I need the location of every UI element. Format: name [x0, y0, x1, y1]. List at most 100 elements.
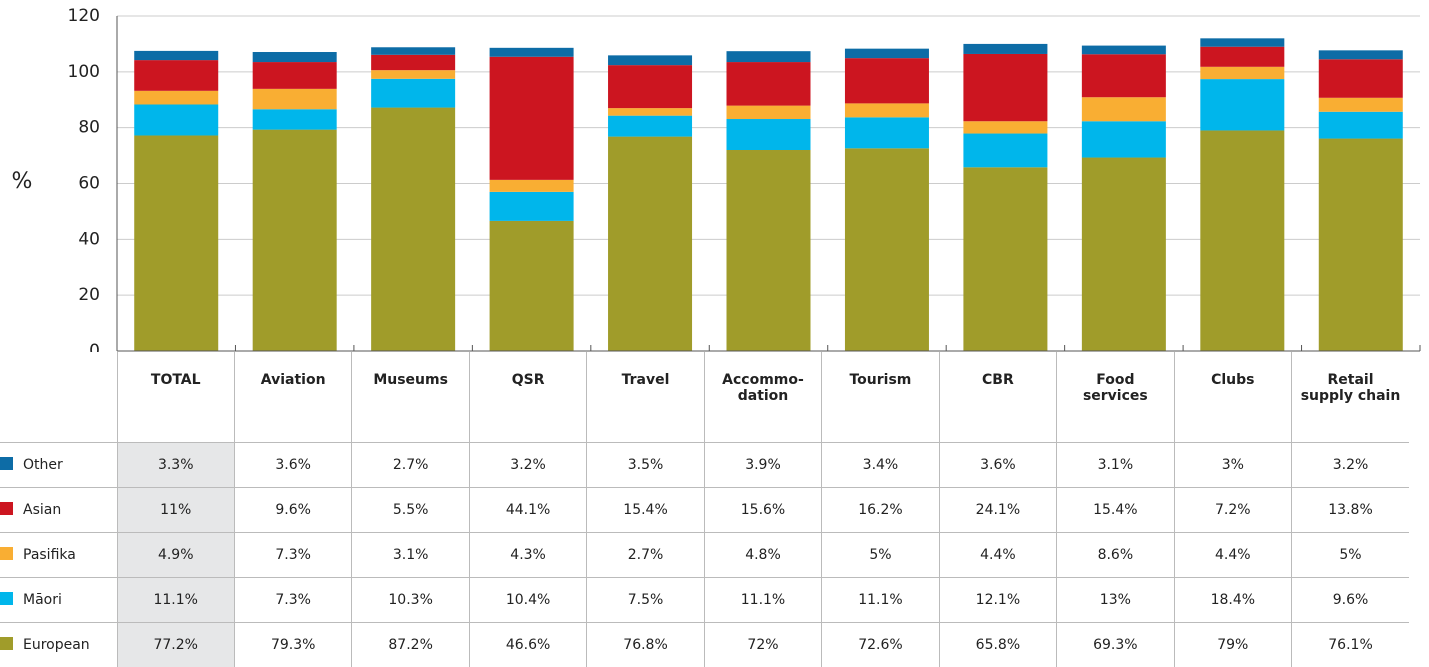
- bar-segment: [252, 62, 337, 89]
- bar-segment: [844, 103, 929, 118]
- bar-segment: [371, 78, 456, 108]
- bar-segment: [1318, 111, 1403, 139]
- series-row: Other 3.3% 3.6% 2.7% 3.2% 3.5% 3.9% 3.4% 3.6% 3.1…: [0, 441, 1409, 487]
- bar-segment: [489, 179, 574, 192]
- bar-segment: [726, 105, 811, 120]
- value-cell: 3.1%: [351, 531, 470, 577]
- bar-segment: [608, 55, 693, 66]
- bar-segment: [1318, 59, 1403, 98]
- bar-segment: [371, 107, 456, 351]
- bar-segment: [1200, 130, 1285, 351]
- value-cell: 3.9%: [703, 441, 822, 487]
- legend-swatch: [0, 456, 13, 470]
- bar-segment: [1200, 46, 1285, 67]
- bar-segment: [963, 53, 1048, 122]
- legend-swatch: [0, 636, 13, 650]
- bar-segment: [489, 191, 574, 221]
- series-row: European 77.2% 79.3% 87.2% 46.6% 76.8% 72% 72.6…: [0, 621, 1409, 667]
- bar-segment: [252, 109, 337, 130]
- value-cell: 11.1%: [116, 576, 235, 622]
- value-cell: 15.6%: [703, 486, 822, 532]
- bar-segment: [252, 52, 337, 63]
- value-cell: 5.5%: [351, 486, 470, 532]
- value-cell: 4.9%: [116, 531, 235, 577]
- bar-segment: [963, 167, 1048, 351]
- value-cell: 4.4%: [1173, 531, 1292, 577]
- chart: % 0 20 40 60 80 100 120: [12, 6, 1421, 352]
- bar-segment: [1318, 50, 1403, 60]
- data-table: TOTAL Aviation Museums QSR Travel Accommo- da…: [0, 352, 1409, 667]
- bar-segment: [371, 47, 456, 55]
- value-cell: 87.2%: [351, 621, 470, 667]
- value-cell: 4.4%: [938, 531, 1057, 577]
- legend-cell: European: [0, 621, 117, 667]
- value-cell: 10.3%: [351, 576, 470, 622]
- value-cell: 13%: [1056, 576, 1175, 622]
- bar-segment: [1081, 121, 1166, 158]
- category-label: CBR: [938, 352, 1057, 442]
- value-cell: 9.6%: [1291, 576, 1409, 622]
- value-cell: 3.6%: [938, 441, 1057, 487]
- bar-segment: [963, 43, 1048, 54]
- value-cell: 3.6%: [233, 441, 352, 487]
- value-cell: 3.3%: [116, 441, 235, 487]
- value-cell: 76.1%: [1291, 621, 1409, 667]
- value-cell: 12.1%: [938, 576, 1057, 622]
- bar-segment: [252, 129, 337, 351]
- value-cell: 11.1%: [703, 576, 822, 622]
- bar-segment: [726, 150, 811, 351]
- value-cell: 79.3%: [233, 621, 352, 667]
- bar-segment: [726, 51, 811, 63]
- value-cell: 65.8%: [938, 621, 1057, 667]
- value-cell: 5%: [821, 531, 940, 577]
- value-cell: 3.2%: [1291, 441, 1409, 487]
- value-cell: 3.4%: [821, 441, 940, 487]
- bar-segment: [1081, 97, 1166, 122]
- legend-label: Māori: [23, 591, 62, 608]
- legend-cell: Māori: [0, 576, 117, 622]
- value-cell: 15.4%: [586, 486, 705, 532]
- bar-segment: [963, 121, 1048, 134]
- bar-segment: [1081, 54, 1166, 98]
- value-cell: 7.5%: [586, 576, 705, 622]
- value-cell: 3.5%: [586, 441, 705, 487]
- bar-segment: [844, 148, 929, 351]
- value-cell: 15.4%: [1056, 486, 1175, 532]
- legend-swatch: [0, 501, 13, 515]
- value-cell: 4.8%: [703, 531, 822, 577]
- value-cell: 3.1%: [1056, 441, 1175, 487]
- bar-segment: [489, 47, 574, 57]
- value-cell: 3%: [1173, 441, 1292, 487]
- value-cell: 11.1%: [821, 576, 940, 622]
- bar-segment: [134, 50, 219, 61]
- value-cell: 5%: [1291, 531, 1409, 577]
- legend-cell: Pasifika: [0, 531, 117, 577]
- y-tick-label: 100: [68, 62, 100, 82]
- bar-segment: [608, 65, 693, 109]
- value-cell: 76.8%: [586, 621, 705, 667]
- value-cell: 7.3%: [233, 531, 352, 577]
- value-cell: 7.2%: [1173, 486, 1292, 532]
- category-label: QSR: [468, 352, 587, 442]
- value-cell: 2.7%: [586, 531, 705, 577]
- legend-swatch: [0, 591, 13, 605]
- bar-segment: [252, 88, 337, 110]
- value-cell: 72.6%: [821, 621, 940, 667]
- y-tick-label: 40: [78, 229, 100, 249]
- value-cell: 7.3%: [233, 576, 352, 622]
- bar-segment: [1200, 38, 1285, 47]
- value-cell: 4.3%: [468, 531, 587, 577]
- category-label: TOTAL: [116, 352, 235, 442]
- bar-segment: [1318, 138, 1403, 351]
- bar-segment: [489, 220, 574, 351]
- bar-segment: [963, 133, 1048, 168]
- value-cell: 2.7%: [351, 441, 470, 487]
- bar-segment: [134, 60, 219, 91]
- bar-segment: [1081, 157, 1166, 351]
- bar-segment: [608, 115, 693, 137]
- bar-segment: [371, 54, 456, 71]
- legend-cell: Asian: [0, 486, 117, 532]
- bar-segment: [1200, 79, 1285, 131]
- legend-cell: Other: [0, 441, 117, 487]
